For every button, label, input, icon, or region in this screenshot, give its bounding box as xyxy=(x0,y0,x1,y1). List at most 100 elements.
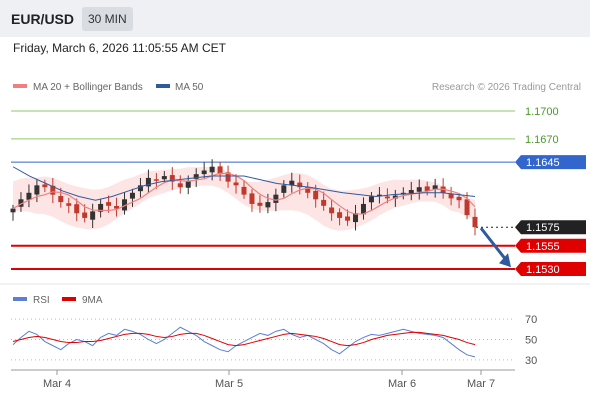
candle-body xyxy=(257,202,263,206)
candle-body xyxy=(233,182,239,186)
candle-body xyxy=(177,183,183,188)
level-label-0: 1.1700 xyxy=(525,106,559,118)
candle-body xyxy=(472,216,478,228)
candle-body xyxy=(321,199,327,206)
candle-body xyxy=(281,185,287,193)
candle-body xyxy=(209,166,215,173)
candle-body xyxy=(74,204,80,214)
candle-body xyxy=(201,170,207,175)
candle-body xyxy=(58,195,64,203)
credit-text: Research © 2026 Trading Central xyxy=(432,82,581,93)
chart-timestamp: Friday, March 6, 2026 11:05:55 AM CET xyxy=(13,41,226,55)
candle-body xyxy=(193,174,199,179)
legend-label-ma20: MA 20 + Bollinger Bands xyxy=(33,82,143,93)
instrument-title: EUR/USD xyxy=(11,11,75,27)
x-tick-label-3: Mar 7 xyxy=(467,378,495,390)
ma20-line xyxy=(12,172,476,215)
level-tag-4: 1.1555 xyxy=(515,238,586,253)
level-tag-2: 1.1645 xyxy=(515,155,586,170)
legend-label-9ma: 9MA xyxy=(82,295,103,306)
level-tag-5: 1.1530 xyxy=(515,262,586,277)
candle-body xyxy=(265,202,271,208)
candle-body xyxy=(66,203,72,206)
timeframe-badge[interactable]: 30 MIN xyxy=(82,7,133,31)
candle-body xyxy=(137,185,143,192)
candle-body xyxy=(329,207,335,214)
rsi-tick-50: 50 xyxy=(525,335,537,347)
candle-body xyxy=(368,196,374,203)
rsi-tick-30: 30 xyxy=(525,355,537,367)
candle-body xyxy=(424,186,430,191)
candle-body xyxy=(98,203,104,212)
rsi-tick-70: 70 xyxy=(525,314,537,326)
top-bar: EUR/USD 30 MIN xyxy=(0,0,590,37)
candle-body xyxy=(42,184,48,188)
candle-body xyxy=(408,190,414,194)
candle-body xyxy=(432,185,438,190)
rsi-line xyxy=(12,326,476,358)
candle-body xyxy=(225,172,231,182)
legend-label-rsi: RSI xyxy=(33,295,50,306)
rsi-9ma-line xyxy=(12,331,476,347)
level-tag-bg-2 xyxy=(515,155,586,170)
candle-body xyxy=(416,187,422,192)
level-tag-text-2: 1.1645 xyxy=(526,157,560,169)
level-tag-bg-5 xyxy=(515,262,586,277)
candle-body xyxy=(448,194,454,199)
candle-body xyxy=(456,196,462,201)
level-tag-text-3: 1.1575 xyxy=(526,222,560,234)
x-tick-label-2: Mar 6 xyxy=(388,378,416,390)
moving-averages xyxy=(12,166,511,268)
level-tags: 1.1700 1.1670 1.1645 1.1575 1.1555 1.1530 xyxy=(515,106,586,277)
candle-body xyxy=(145,177,151,187)
candle-body xyxy=(153,179,159,181)
forecast-arrow-head xyxy=(499,253,511,268)
x-axis: Mar 4 Mar 5 Mar 6 Mar 7 xyxy=(43,370,495,390)
candle-body xyxy=(18,199,24,207)
candle-body xyxy=(392,195,398,199)
level-tag-3: 1.1575 xyxy=(515,220,586,235)
candle-body xyxy=(241,186,247,195)
candle-body xyxy=(305,187,311,193)
candle-body xyxy=(34,185,40,195)
level-tag-bg-3 xyxy=(515,220,586,235)
candles xyxy=(10,159,478,236)
candle-body xyxy=(464,199,470,216)
candle-body xyxy=(185,180,191,188)
candle-body xyxy=(376,194,382,197)
candle-body xyxy=(161,176,167,180)
candle-body xyxy=(360,203,366,215)
candle-body xyxy=(169,175,175,182)
candle-body xyxy=(82,212,88,218)
candle-body xyxy=(353,213,359,223)
candle-body xyxy=(384,196,390,199)
price-levels xyxy=(11,110,515,271)
level-tag-bg-4 xyxy=(515,238,586,253)
forecast-arrow-shaft xyxy=(479,227,509,263)
candle-body xyxy=(114,206,120,209)
rsi-panel: 70 50 30 xyxy=(11,314,537,367)
candle-body xyxy=(297,182,303,188)
candle-body xyxy=(273,194,279,203)
candle-body xyxy=(10,208,16,213)
ma50-line xyxy=(12,166,476,201)
candle-body xyxy=(106,202,112,206)
legend-swatch-ma20 xyxy=(13,84,27,88)
candle-body xyxy=(90,211,96,220)
x-tick-label-1: Mar 5 xyxy=(215,378,243,390)
candle-body xyxy=(345,216,351,221)
legend-swatch-9ma xyxy=(62,297,76,301)
candle-body xyxy=(337,212,343,218)
level-tag-text-4: 1.1555 xyxy=(526,241,560,253)
candle-body xyxy=(289,180,295,185)
candle-body xyxy=(26,192,32,200)
level-label-1: 1.1670 xyxy=(525,134,559,146)
candle-body xyxy=(50,185,56,195)
x-tick-label-0: Mar 4 xyxy=(43,378,71,390)
legend-swatch-rsi xyxy=(13,297,27,301)
legend-label-ma50: MA 50 xyxy=(175,82,204,93)
level-tag-text-5: 1.1530 xyxy=(526,264,560,276)
candle-body xyxy=(217,166,223,175)
candle-body xyxy=(129,192,135,199)
candle-body xyxy=(122,199,128,211)
